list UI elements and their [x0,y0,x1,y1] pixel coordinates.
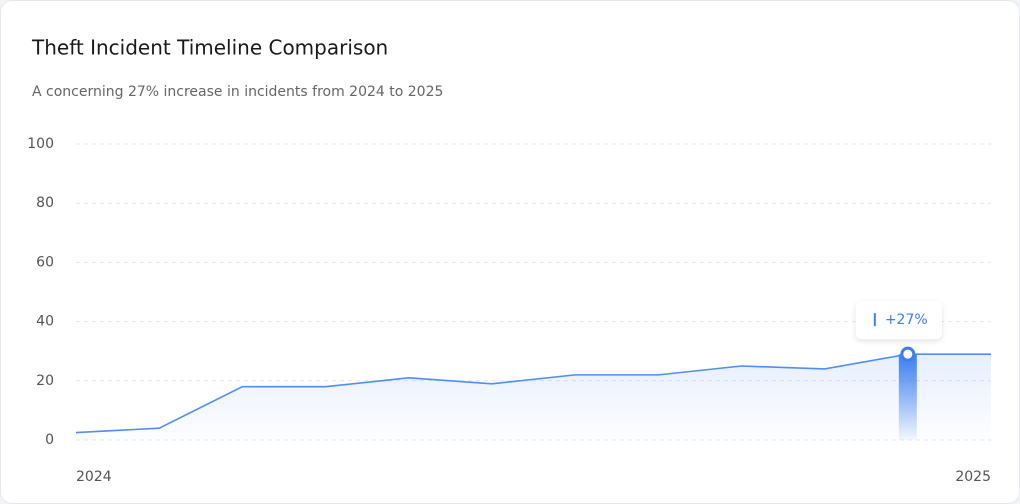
highlight-point [900,346,916,362]
highlight-bar [898,354,917,440]
area [76,354,991,440]
y-tick-label: 20 [36,373,54,389]
y-tick-label: 100 [27,136,54,152]
y-tick-label: 80 [36,195,54,211]
y-tick-label: 40 [36,314,54,330]
annotation-text: +27% [885,312,928,328]
y-tick-label: 0 [45,432,54,448]
annotation-box [855,301,942,340]
line [75,353,991,434]
annotation: +27% [855,301,942,340]
x-tick-label: 2025 [955,469,991,485]
x-tick-label: 2024 [76,469,112,485]
chart-subtitle: A concerning 27% increase in incidents f… [32,84,443,100]
chart-title: Theft Incident Timeline Comparison [31,36,388,60]
y-tick-label: 60 [36,254,54,270]
